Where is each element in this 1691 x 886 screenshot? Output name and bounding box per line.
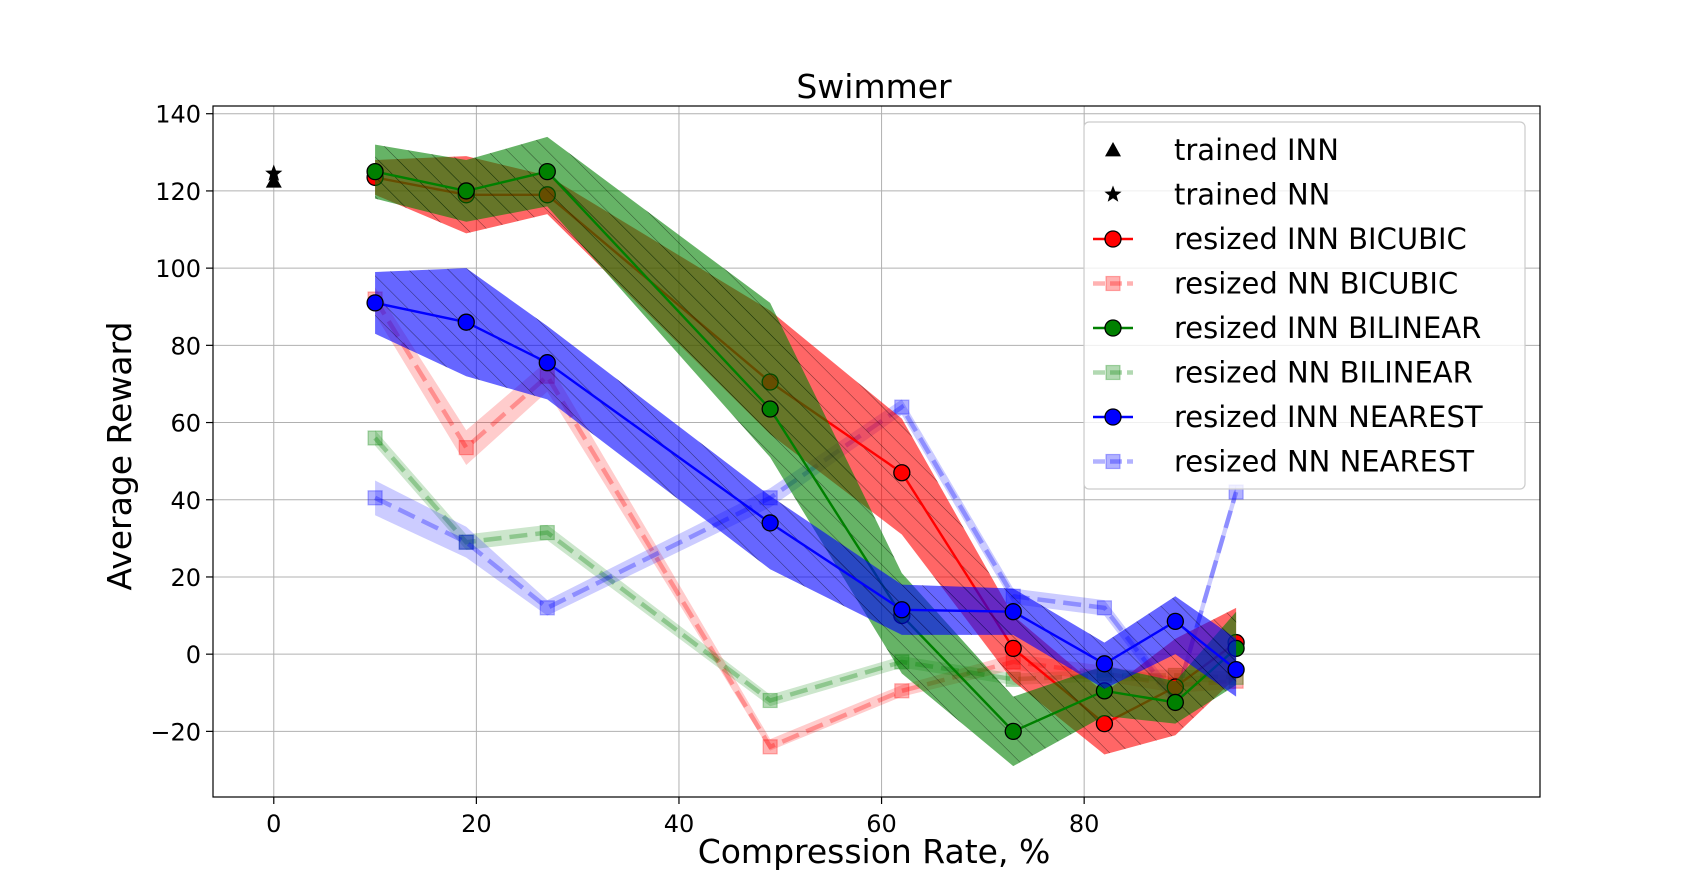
legend-item-resized-inn-bicubic: resized INN BICUBIC bbox=[1093, 222, 1467, 256]
legend-label: resized NN BICUBIC bbox=[1174, 267, 1458, 301]
legend-item-resized-nn-nearest: resized NN NEAREST bbox=[1093, 445, 1474, 479]
data-point bbox=[762, 692, 778, 709]
band-hatch bbox=[375, 268, 1237, 697]
series-line bbox=[373, 297, 1237, 750]
legend-item-resized-nn-bilinear: resized NN BILINEAR bbox=[1093, 356, 1473, 390]
y-axis-label: Average Reward bbox=[100, 322, 139, 591]
axis-ticks: 0 20 40 60 80 −20 0 20 40 60 80 100 120 140 bbox=[150, 101, 1099, 838]
data-point bbox=[458, 534, 474, 550]
data-point bbox=[366, 294, 384, 312]
x-tick-label: 0 bbox=[266, 810, 281, 838]
legend-box bbox=[1083, 121, 1526, 490]
data-point bbox=[265, 164, 283, 181]
legend-item-resized-inn-nearest: resized INN NEAREST bbox=[1093, 400, 1483, 434]
data-point bbox=[893, 464, 911, 482]
data-point bbox=[762, 739, 778, 755]
y-tick-label: 120 bbox=[155, 178, 201, 206]
plot-frame bbox=[212, 105, 1541, 798]
data-point bbox=[1004, 639, 1022, 658]
data-point bbox=[538, 354, 556, 372]
data-point bbox=[367, 430, 383, 446]
data-point bbox=[457, 182, 475, 200]
legend-item-trained-inn: trained INN bbox=[1105, 133, 1339, 167]
series-resized-inn-nearest bbox=[366, 268, 1245, 697]
data-point bbox=[1095, 655, 1114, 673]
y-tick-label: 40 bbox=[170, 487, 201, 515]
data-point bbox=[761, 514, 779, 532]
legend-label: trained NN bbox=[1174, 178, 1330, 212]
data-point bbox=[367, 490, 383, 506]
legend-marker bbox=[1105, 142, 1121, 157]
y-tick-label: 80 bbox=[170, 332, 201, 360]
series-trained-inn bbox=[265, 173, 282, 188]
data-point bbox=[538, 162, 556, 181]
legend-marker bbox=[1105, 453, 1121, 470]
x-tick-label: 20 bbox=[461, 810, 492, 838]
x-tick-label: 60 bbox=[866, 810, 897, 838]
data-point bbox=[1004, 722, 1022, 741]
data-point bbox=[539, 600, 555, 616]
legend-marker bbox=[1104, 230, 1122, 248]
data-point bbox=[893, 601, 911, 619]
y-tick-label: 60 bbox=[170, 410, 201, 438]
legend-marker bbox=[1104, 408, 1122, 426]
legend-item-resized-nn-bicubic: resized NN BICUBIC bbox=[1093, 267, 1458, 301]
data-point bbox=[1166, 612, 1184, 631]
data-point bbox=[366, 162, 384, 181]
data-point bbox=[1227, 660, 1245, 679]
legend-marker bbox=[1105, 364, 1121, 381]
y-tick-label: 0 bbox=[186, 641, 201, 669]
y-tick-label: −20 bbox=[150, 718, 201, 746]
y-tick-label: 140 bbox=[155, 101, 201, 129]
data-point bbox=[458, 534, 474, 550]
legend-label: resized NN NEAREST bbox=[1174, 445, 1474, 479]
chart-title: Swimmer bbox=[796, 67, 952, 106]
data-point bbox=[265, 173, 282, 188]
legend-label: resized NN BILINEAR bbox=[1174, 356, 1473, 390]
legend-marker bbox=[1105, 275, 1121, 292]
x-tick-label: 40 bbox=[664, 810, 695, 838]
x-axis-label: Compression Rate, % bbox=[698, 832, 1051, 871]
data-point bbox=[761, 400, 779, 418]
y-tick-label: 100 bbox=[155, 255, 201, 283]
band-hatch bbox=[375, 136, 1237, 767]
data-point bbox=[894, 683, 910, 699]
series-trained-nn bbox=[265, 164, 283, 181]
data-point bbox=[457, 313, 475, 331]
legend-label: resized INN BICUBIC bbox=[1174, 222, 1467, 256]
legend-label: resized INN NEAREST bbox=[1174, 400, 1483, 434]
data-point bbox=[1166, 693, 1184, 712]
legend-item-resized-inn-bilinear: resized INN BILINEAR bbox=[1093, 311, 1481, 345]
legend-marker bbox=[1104, 319, 1122, 337]
legend-marker bbox=[1104, 185, 1122, 202]
data-point bbox=[1004, 603, 1022, 621]
legend: trained INN trained NN resized INN BICUBIC… bbox=[1083, 121, 1526, 490]
y-tick-label: 20 bbox=[170, 564, 201, 592]
legend-label: resized INN BILINEAR bbox=[1174, 311, 1481, 345]
legend-item-trained-nn: trained NN bbox=[1104, 178, 1330, 212]
legend-label: trained INN bbox=[1174, 133, 1339, 167]
data-point bbox=[539, 524, 555, 541]
data-point bbox=[458, 440, 474, 456]
x-tick-label: 80 bbox=[1069, 810, 1100, 838]
plot-area bbox=[265, 136, 1245, 767]
data-point bbox=[1096, 600, 1113, 616]
data-point bbox=[894, 399, 910, 415]
